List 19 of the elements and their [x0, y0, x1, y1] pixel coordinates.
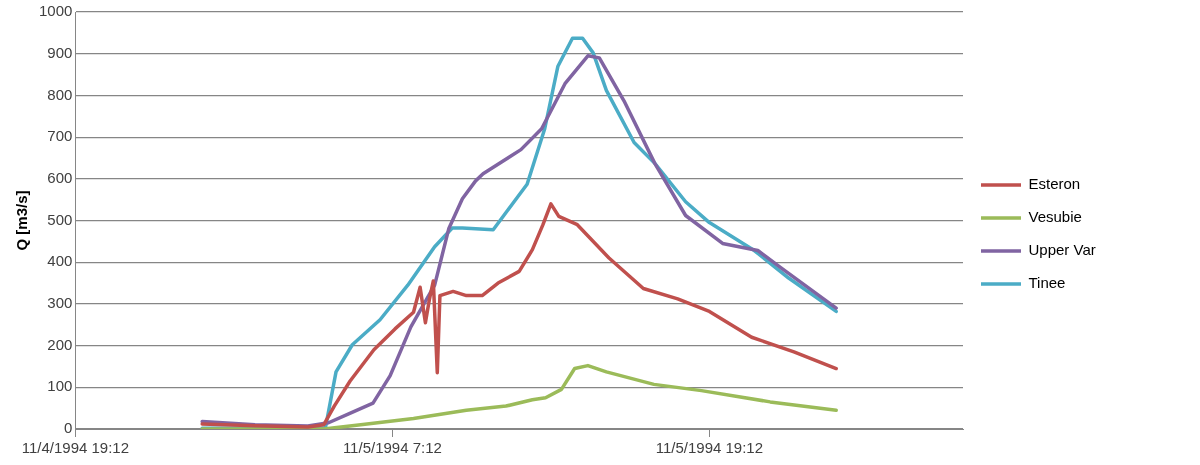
x-tick-label: 11/4/1994 19:12 [21, 439, 130, 457]
y-tick-label: 100 [47, 377, 73, 395]
y-tick-label: 300 [47, 294, 73, 312]
x-tick-label: 11/5/1994 19:12 [655, 439, 764, 457]
x-tick-label: 11/5/1994 7:12 [342, 439, 442, 457]
legend-label: Tinee [1028, 274, 1066, 292]
y-tick-label: 700 [47, 127, 73, 145]
y-tick-label: 1000 [38, 2, 73, 20]
legend-label: Vesubie [1028, 208, 1082, 226]
y-tick-label: 500 [47, 210, 73, 228]
y-tick-label: 900 [47, 43, 73, 61]
y-axis-title: Q [m3/s] [13, 190, 31, 251]
legend-label: Upper Var [1028, 241, 1096, 259]
legend-label: Esteron [1028, 175, 1081, 193]
y-tick-label: 400 [47, 252, 73, 270]
y-tick-label: 600 [47, 168, 73, 186]
y-tick-label: 200 [47, 335, 73, 353]
y-tick-label: 800 [47, 85, 73, 103]
y-tick-label: 0 [64, 419, 73, 437]
